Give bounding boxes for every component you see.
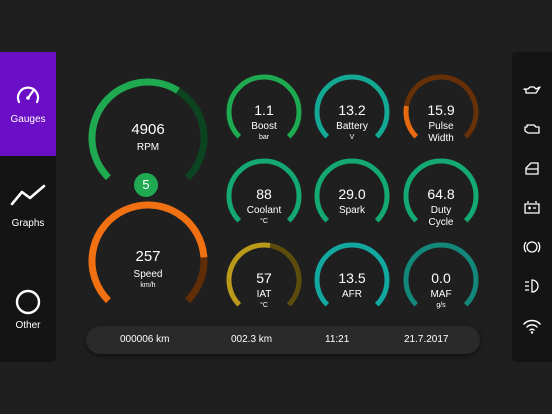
pulse-width-gauge[interactable]: 15.9 Pulse Width xyxy=(405,102,477,145)
speed-gauge[interactable]: 257 Speed km/h xyxy=(108,248,188,289)
rpm-arc-track xyxy=(176,87,208,181)
speed-label: Speed xyxy=(133,269,163,280)
boost-gauge[interactable]: 1.1 Boost bar xyxy=(228,102,300,141)
spark-arc-fill xyxy=(314,158,390,223)
headlight-icon xyxy=(525,279,539,293)
afr-label: AFR xyxy=(342,289,362,300)
maf-gauge[interactable]: 0.0 MAF g/s xyxy=(405,270,477,309)
battery-icon xyxy=(524,201,540,214)
maf-unit: g/s xyxy=(436,302,446,309)
duty-cycle-arc-fill xyxy=(403,158,479,223)
speedometer-icon xyxy=(16,86,40,104)
nav-graphs[interactable]: Graphs xyxy=(0,156,56,260)
iat-unit: °C xyxy=(260,302,268,309)
coolant-label: Coolant xyxy=(246,205,282,216)
duty-cycle-gauge[interactable]: 64.8 Duty Cycle xyxy=(405,186,477,229)
duty-cycle-label: Duty Cycle xyxy=(428,205,454,228)
status-bar xyxy=(512,52,552,362)
trip-meter: 002.3 km xyxy=(231,334,273,345)
boost-value: 1.1 xyxy=(254,102,274,118)
battery-arc-fill xyxy=(314,74,390,139)
door-icon xyxy=(525,162,539,175)
battery-label: Battery xyxy=(336,121,368,132)
duty-cycle-value: 64.8 xyxy=(427,186,455,202)
nav-gauges[interactable]: Gauges xyxy=(0,52,56,156)
battery-unit: V xyxy=(349,134,355,141)
iat-gauge[interactable]: 57 IAT °C xyxy=(228,270,300,309)
iat-arc-track xyxy=(269,243,302,307)
spark-label: Spark xyxy=(338,205,366,216)
iat-value: 57 xyxy=(256,270,272,286)
pulse-width-arc-track xyxy=(404,74,479,139)
line-graph-icon xyxy=(10,184,46,206)
nav-gauges-label: Gauges xyxy=(10,114,46,125)
engine-icon xyxy=(524,124,540,134)
battery-value: 13.2 xyxy=(338,102,366,118)
rpm-gauge[interactable]: 4906 RPM xyxy=(108,121,188,153)
speed-value: 257 xyxy=(135,248,161,265)
wifi-icon xyxy=(523,319,541,334)
rpm-value: 4906 xyxy=(131,121,165,138)
boost-unit: bar xyxy=(258,134,270,141)
coolant-unit: °C xyxy=(260,218,268,225)
odometer: 000006 km xyxy=(120,334,170,345)
nav-graphs-label: Graphs xyxy=(11,218,45,229)
afr-arc-fill xyxy=(314,242,390,307)
speed-arc-track xyxy=(185,257,208,304)
boost-label: Boost xyxy=(251,121,277,132)
maf-arc-fill xyxy=(403,242,479,307)
rpm-label: RPM xyxy=(136,142,160,153)
circle-icon xyxy=(15,289,41,315)
afr-gauge[interactable]: 13.5 AFR xyxy=(316,270,388,301)
pulse-width-value: 15.9 xyxy=(427,102,455,118)
info-bar: 000006 km 002.3 km 11:21 21.7.2017 xyxy=(86,326,480,354)
speed-unit: km/h xyxy=(140,282,156,289)
brake-icon xyxy=(523,241,541,253)
gear-indicator: 5 xyxy=(134,173,158,197)
battery-gauge[interactable]: 13.2 Battery V xyxy=(316,102,388,141)
rpm-arc-fill xyxy=(88,78,180,181)
coolant-gauge[interactable]: 88 Coolant °C xyxy=(228,186,300,225)
afr-value: 13.5 xyxy=(338,270,366,286)
speed-arc-fill xyxy=(88,201,208,304)
pulse-width-arc-fill xyxy=(403,105,419,139)
nav-other-label: Other xyxy=(15,320,41,331)
oil-can-icon xyxy=(523,86,541,94)
maf-value: 0.0 xyxy=(431,270,451,286)
iat-arc-fill xyxy=(226,242,271,307)
left-nav: Gauges Graphs Other xyxy=(0,52,56,362)
maf-label: MAF xyxy=(430,289,452,300)
nav-other[interactable]: Other xyxy=(0,260,56,364)
spark-gauge[interactable]: 29.0 Spark xyxy=(316,186,388,217)
coolant-arc-fill xyxy=(226,158,302,223)
iat-label: IAT xyxy=(256,289,272,300)
date: 21.7.2017 xyxy=(404,334,449,345)
clock: 11:21 xyxy=(325,334,350,345)
boost-arc-fill xyxy=(226,74,302,139)
spark-value: 29.0 xyxy=(338,186,366,202)
pulse-width-label: Pulse Width xyxy=(428,121,454,144)
coolant-value: 88 xyxy=(256,186,272,202)
